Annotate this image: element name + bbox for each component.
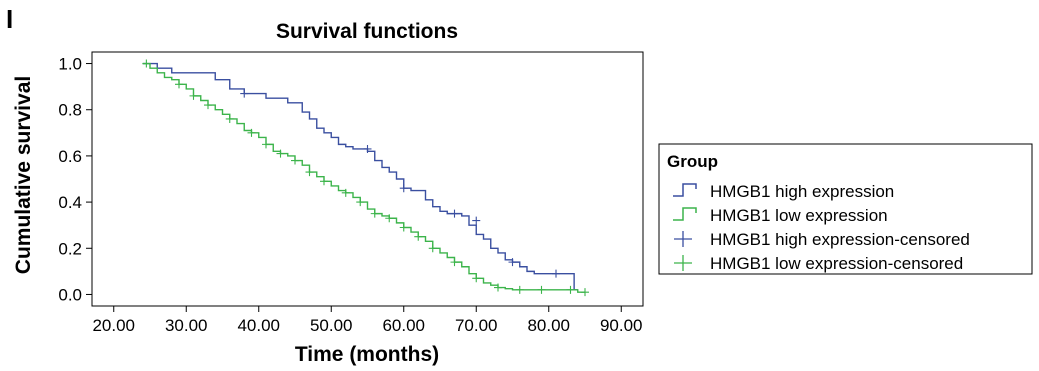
censored-marker	[370, 209, 379, 218]
censored-marker	[581, 288, 589, 297]
censored-marker	[508, 258, 517, 267]
legend-title: Group	[667, 152, 718, 171]
censored-marker	[142, 59, 151, 68]
legend-symbol-0	[673, 183, 697, 197]
panel-label: I	[6, 4, 13, 34]
censored-marker	[204, 101, 212, 110]
censored-marker	[240, 89, 249, 98]
chart-title: Survival functions	[276, 20, 458, 43]
censored-marker	[450, 209, 459, 218]
censored-marker	[363, 144, 372, 153]
x-tick-label: 30.00	[165, 316, 208, 335]
legend-label-3: HMGB1 low expression-censored	[710, 254, 963, 273]
x-tick-label: 60.00	[382, 316, 425, 335]
x-tick-label: 90.00	[600, 316, 643, 335]
censored-marker	[515, 285, 524, 294]
legend-label-0: HMGB1 high expression	[710, 182, 894, 201]
censored-marker	[414, 232, 423, 241]
censored-marker	[566, 285, 575, 294]
censored-marker	[320, 177, 328, 186]
censored-marker	[537, 285, 546, 294]
censored-marker	[450, 258, 459, 267]
x-tick-label: 80.00	[527, 316, 570, 335]
censored-marker	[305, 168, 314, 177]
plot-area	[91, 51, 644, 307]
y-axis: 0.0 0.2 0.4 0.6 0.8 1.0	[58, 55, 92, 304]
legend-label-1: HMGB1 low expression	[710, 206, 888, 225]
censored-marker	[494, 283, 502, 292]
legend-symbol-2	[674, 231, 692, 247]
censored-marker	[472, 274, 481, 283]
series-line-1	[142, 62, 585, 293]
series-line-0	[142, 62, 578, 291]
censored-marker	[341, 188, 350, 197]
censored-marker	[472, 216, 481, 225]
censored-marker	[399, 184, 408, 193]
censored-marker	[552, 269, 560, 278]
y-tick-label: 0.4	[58, 193, 82, 212]
censored-marker	[276, 149, 285, 158]
censored-marker	[291, 156, 299, 165]
y-tick-label: 0.2	[58, 239, 82, 258]
censored-marker	[428, 244, 437, 253]
legend-label-2: HMGB1 high expression-censored	[710, 230, 970, 249]
y-tick-label: 0.6	[58, 147, 82, 166]
censored-marker	[385, 214, 394, 223]
censored-marker	[189, 91, 198, 100]
censored-marker	[356, 198, 365, 207]
censored-marker	[247, 128, 256, 137]
x-tick-label: 20.00	[92, 316, 135, 335]
x-tick-label: 50.00	[310, 316, 353, 335]
legend-symbol-3	[674, 255, 692, 271]
y-tick-label: 0.8	[58, 101, 82, 120]
x-tick-label: 40.00	[237, 316, 280, 335]
censored-marker	[225, 114, 234, 123]
x-axis-label: Time (months)	[295, 343, 439, 366]
censored-marker	[175, 80, 183, 89]
legend-box	[658, 143, 1033, 275]
censored-marker	[399, 223, 408, 232]
y-axis-label: Cumulative survival	[12, 76, 35, 274]
y-tick-label: 0.0	[58, 285, 82, 304]
x-axis: 20.00 30.00 40.00 50.00 60.00 70.00 80.00 90.00	[92, 306, 643, 335]
legend-symbol-1	[673, 207, 697, 221]
x-tick-label: 70.00	[455, 316, 498, 335]
legend: Group HMGB1 high expression HMGB1 low exp…	[658, 143, 1033, 275]
y-tick-label: 1.0	[58, 55, 82, 74]
series-layer	[142, 59, 589, 297]
censored-marker	[262, 140, 270, 149]
